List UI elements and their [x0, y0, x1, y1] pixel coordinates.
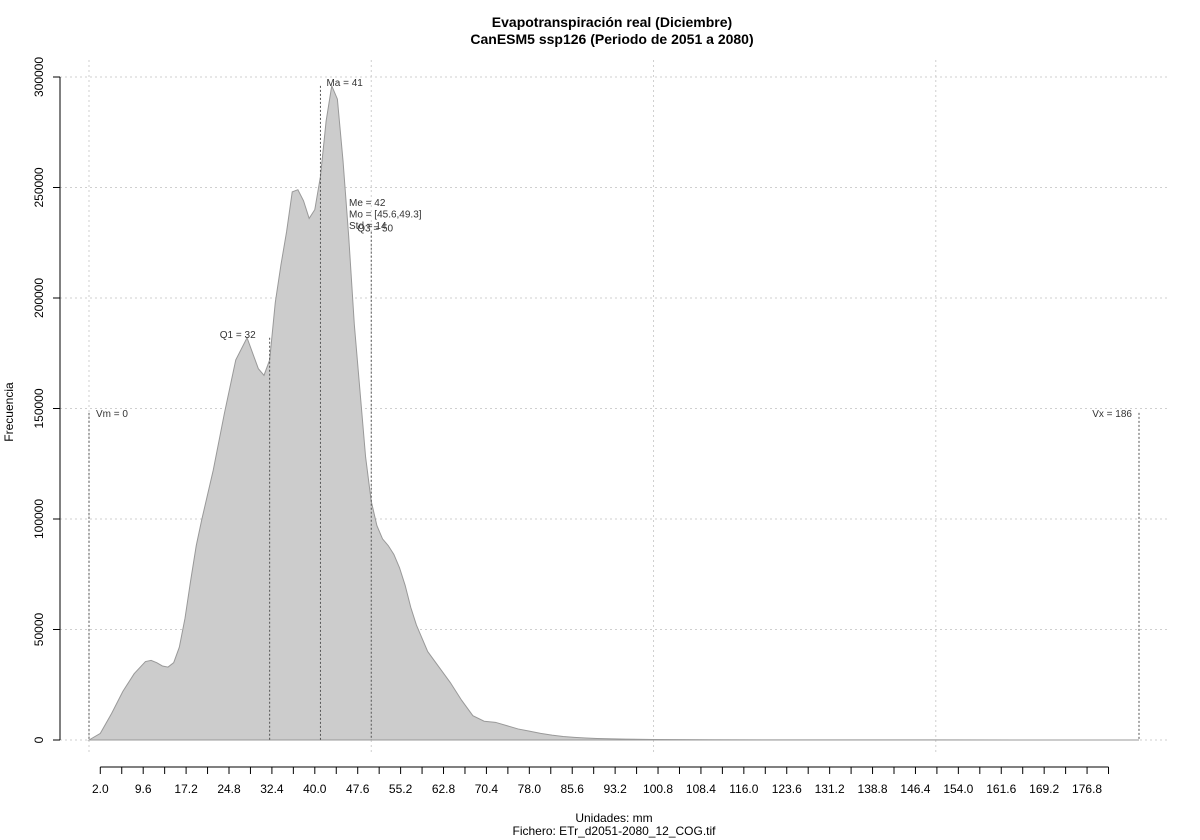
x-axis-label: Unidades: mm — [575, 811, 652, 825]
y-axis-label: Frecuencia — [2, 382, 16, 442]
y-tick-label: 300000 — [32, 57, 46, 97]
x-tick-label: 17.2 — [174, 782, 198, 796]
x-tick-label: 47.6 — [346, 782, 370, 796]
stats-label: Std = 14 — [349, 221, 387, 232]
annotation-label: Ma = 41 — [326, 78, 363, 89]
x-tick-label: 131.2 — [815, 782, 845, 796]
x-tick-label: 138.8 — [858, 782, 888, 796]
y-tick-label: 50000 — [32, 612, 46, 646]
y-tick-label: 100000 — [32, 499, 46, 539]
density-curve — [87, 84, 1140, 741]
x-tick-label: 154.0 — [943, 782, 973, 796]
annotation-label: Vm = 0 — [96, 409, 128, 420]
x-tick-label: 85.6 — [561, 782, 585, 796]
chart-subtitle: CanESM5 ssp126 (Periodo de 2051 a 2080) — [470, 31, 753, 47]
annotation-label: Q1 = 32 — [220, 330, 256, 341]
y-tick-label: 250000 — [32, 167, 46, 207]
x-tick-label: 2.0 — [92, 782, 109, 796]
stats-label: Me = 42 — [349, 198, 386, 209]
x-tick-label: 176.8 — [1072, 782, 1102, 796]
x-tick-label: 93.2 — [603, 782, 627, 796]
x-tick-label: 161.6 — [986, 782, 1016, 796]
x-tick-label: 24.8 — [217, 782, 241, 796]
chart-title: Evapotranspiración real (Diciembre) — [492, 14, 732, 30]
annotation-label: Q3 = 50 — [357, 224, 393, 235]
annotations: Vm = 0 Q1 = 32 Ma = 41 Q3 = 50 Vx = 186 Me = … — [88, 78, 1140, 740]
file-caption: Fichero: ETr_d2051-2080_12_COG.tif — [513, 824, 717, 838]
y-tick-label: 0 — [32, 736, 46, 743]
y-tick-label: 150000 — [32, 388, 46, 428]
x-tick-label: 32.4 — [260, 782, 284, 796]
x-tick-label: 40.0 — [303, 782, 327, 796]
axes: 0 50000 100000 150000 200000 250000 300000 2.0 9… — [32, 57, 1110, 796]
x-tick-label: 169.2 — [1029, 782, 1059, 796]
x-tick-label: 108.4 — [686, 782, 716, 796]
density-area — [87, 84, 1140, 741]
x-tick-label: 78.0 — [518, 782, 542, 796]
y-tick-label: 200000 — [32, 278, 46, 318]
x-tick-label: 9.6 — [135, 782, 152, 796]
x-tick-label: 70.4 — [475, 782, 499, 796]
x-tick-label: 55.2 — [389, 782, 413, 796]
x-tick-label: 100.8 — [643, 782, 673, 796]
stats-label: Mo = [45.6,49.3] — [349, 210, 422, 221]
x-tick-label: 116.0 — [729, 782, 758, 796]
x-tick-label: 123.6 — [772, 782, 802, 796]
x-tick-label: 62.8 — [432, 782, 456, 796]
x-tick-label: 146.4 — [900, 782, 930, 796]
annotation-label: Vx = 186 — [1092, 409, 1132, 420]
